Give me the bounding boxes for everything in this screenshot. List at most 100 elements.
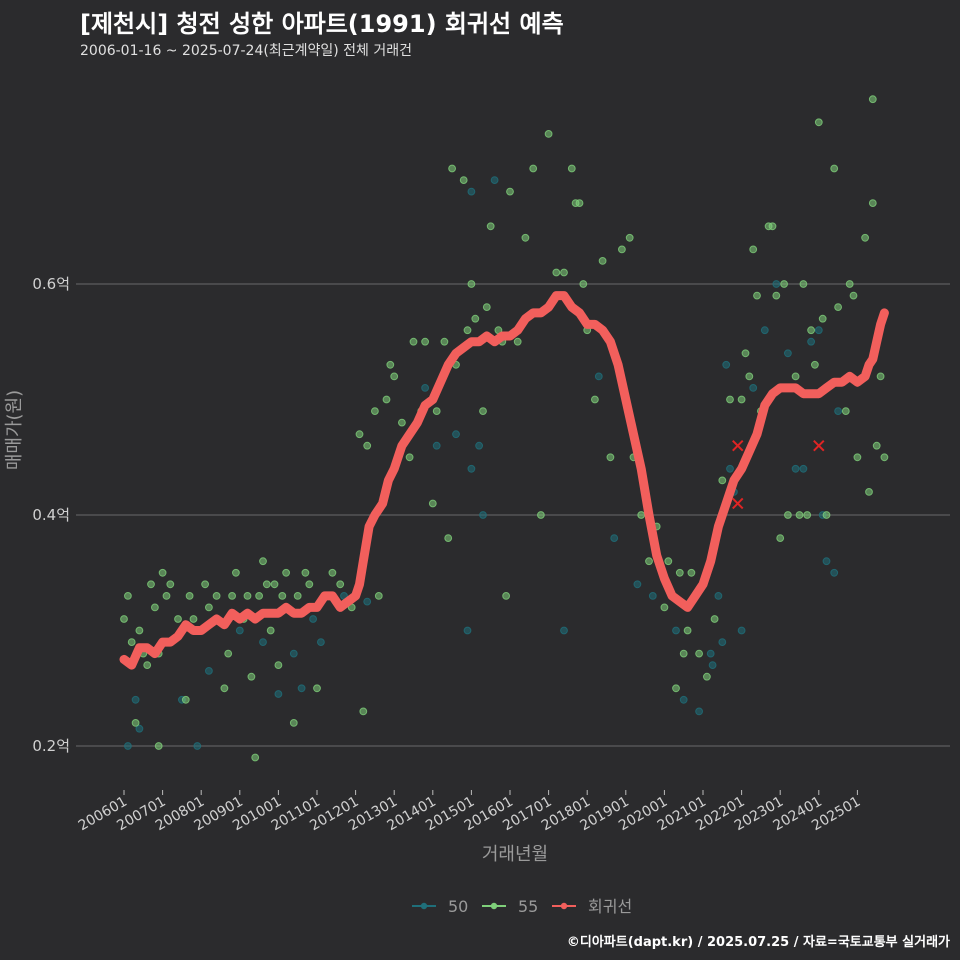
data-point-50 [706, 649, 715, 658]
data-point-55 [768, 222, 777, 231]
data-point-50 [749, 384, 758, 392]
data-point-55 [232, 568, 240, 577]
data-point-55 [371, 407, 379, 416]
y-axis: 0.2억 0.4억 0.6억 [32, 275, 70, 755]
data-point-55 [158, 568, 167, 577]
data-point-55 [841, 407, 850, 416]
data-point-55 [189, 615, 198, 623]
data-point-50 [309, 615, 318, 623]
data-point-50 [560, 626, 568, 635]
data-point-50 [834, 407, 842, 416]
data-point-55 [328, 568, 337, 577]
legend-swatch-dot [560, 902, 568, 910]
data-point-55 [672, 684, 680, 693]
prediction-marker [732, 497, 744, 510]
data-point-55 [479, 407, 487, 416]
data-point-50 [205, 667, 213, 675]
data-point-55 [405, 453, 414, 462]
data-point-55 [718, 476, 727, 485]
data-point-55 [205, 603, 213, 612]
data-point-50 [467, 464, 476, 473]
data-point-50 [274, 690, 283, 698]
data-point-55 [579, 280, 588, 288]
data-point-55 [741, 349, 750, 358]
data-point-55 [266, 626, 275, 635]
data-point-50 [672, 626, 680, 635]
legend-swatch-dot [490, 902, 498, 910]
data-point-55 [432, 407, 441, 416]
data-point-55 [664, 557, 673, 566]
prediction-marker [732, 439, 744, 452]
data-point-50 [807, 337, 815, 346]
data-point-55 [270, 580, 279, 589]
data-point-55 [606, 453, 615, 462]
data-point-55 [675, 568, 684, 577]
data-point-55 [683, 626, 692, 635]
data-point-55 [726, 395, 734, 404]
data-point-55 [575, 199, 584, 208]
data-point-55 [201, 580, 210, 589]
data-point-55 [784, 511, 792, 519]
data-point-55 [745, 372, 754, 381]
legend-label: 55 [518, 897, 538, 916]
data-point-55 [305, 580, 314, 589]
data-point-55 [459, 176, 468, 185]
data-point-50 [791, 464, 800, 473]
data-point-50 [610, 534, 619, 542]
y-tick-label: 0.2억 [32, 737, 70, 755]
data-point-50 [432, 441, 441, 450]
data-point-55 [374, 592, 383, 600]
data-point-55 [537, 511, 545, 519]
data-point-55 [830, 164, 839, 173]
data-point-55 [703, 672, 711, 681]
data-point-50 [799, 464, 808, 473]
data-point-55 [710, 615, 719, 623]
data-point-55 [637, 511, 646, 519]
data-point-55 [166, 580, 175, 589]
chart-title: [제천시] 청전 성한 아파트(1991) 회귀선 예측 [80, 10, 564, 38]
data-point-55 [162, 592, 171, 600]
data-point-55 [876, 372, 885, 381]
data-point-50 [463, 626, 472, 635]
data-point-55 [880, 453, 889, 462]
data-point-55 [224, 649, 233, 658]
regression-line [119, 291, 889, 670]
data-point-55 [444, 534, 453, 542]
data-point-50 [124, 742, 132, 750]
data-point-55 [679, 649, 688, 658]
data-point-55 [687, 568, 696, 577]
data-point-55 [127, 638, 136, 646]
data-point-55 [645, 557, 653, 566]
data-point-55 [865, 488, 873, 496]
footer-credit: ©디아파트(dapt.kr) / 2025.07.25 / 자료=국토교통부 실… [566, 935, 950, 950]
data-point-55 [502, 592, 511, 600]
data-point-50 [679, 695, 688, 704]
prediction-markers [732, 439, 825, 510]
data-point-55 [135, 626, 144, 635]
data-point-50 [594, 372, 603, 381]
data-point-55 [143, 661, 152, 669]
data-point-55 [301, 568, 310, 577]
data-point-55 [124, 592, 132, 600]
data-point-55 [660, 603, 669, 612]
data-point-55 [695, 649, 703, 658]
data-point-55 [872, 441, 881, 450]
data-point-55 [220, 684, 229, 693]
data-point-55 [448, 164, 457, 173]
data-point-55 [181, 695, 190, 704]
data-point-55 [463, 326, 472, 335]
data-point-50 [479, 511, 487, 519]
data-point-55 [849, 291, 858, 300]
data-point-50 [714, 592, 723, 600]
x-axis: 2006012007012008012009012010012011012012… [76, 790, 863, 834]
data-point-55 [818, 314, 827, 323]
data-point-55 [799, 280, 808, 288]
x-axis-label: 거래년월 [482, 844, 548, 865]
y-tick-label: 0.6억 [32, 275, 70, 293]
data-point-50 [772, 280, 781, 288]
data-point-55 [467, 280, 476, 288]
data-point-55 [355, 430, 364, 439]
data-point-55 [780, 280, 788, 288]
prediction-marker [813, 439, 825, 452]
data-point-55 [834, 303, 842, 312]
